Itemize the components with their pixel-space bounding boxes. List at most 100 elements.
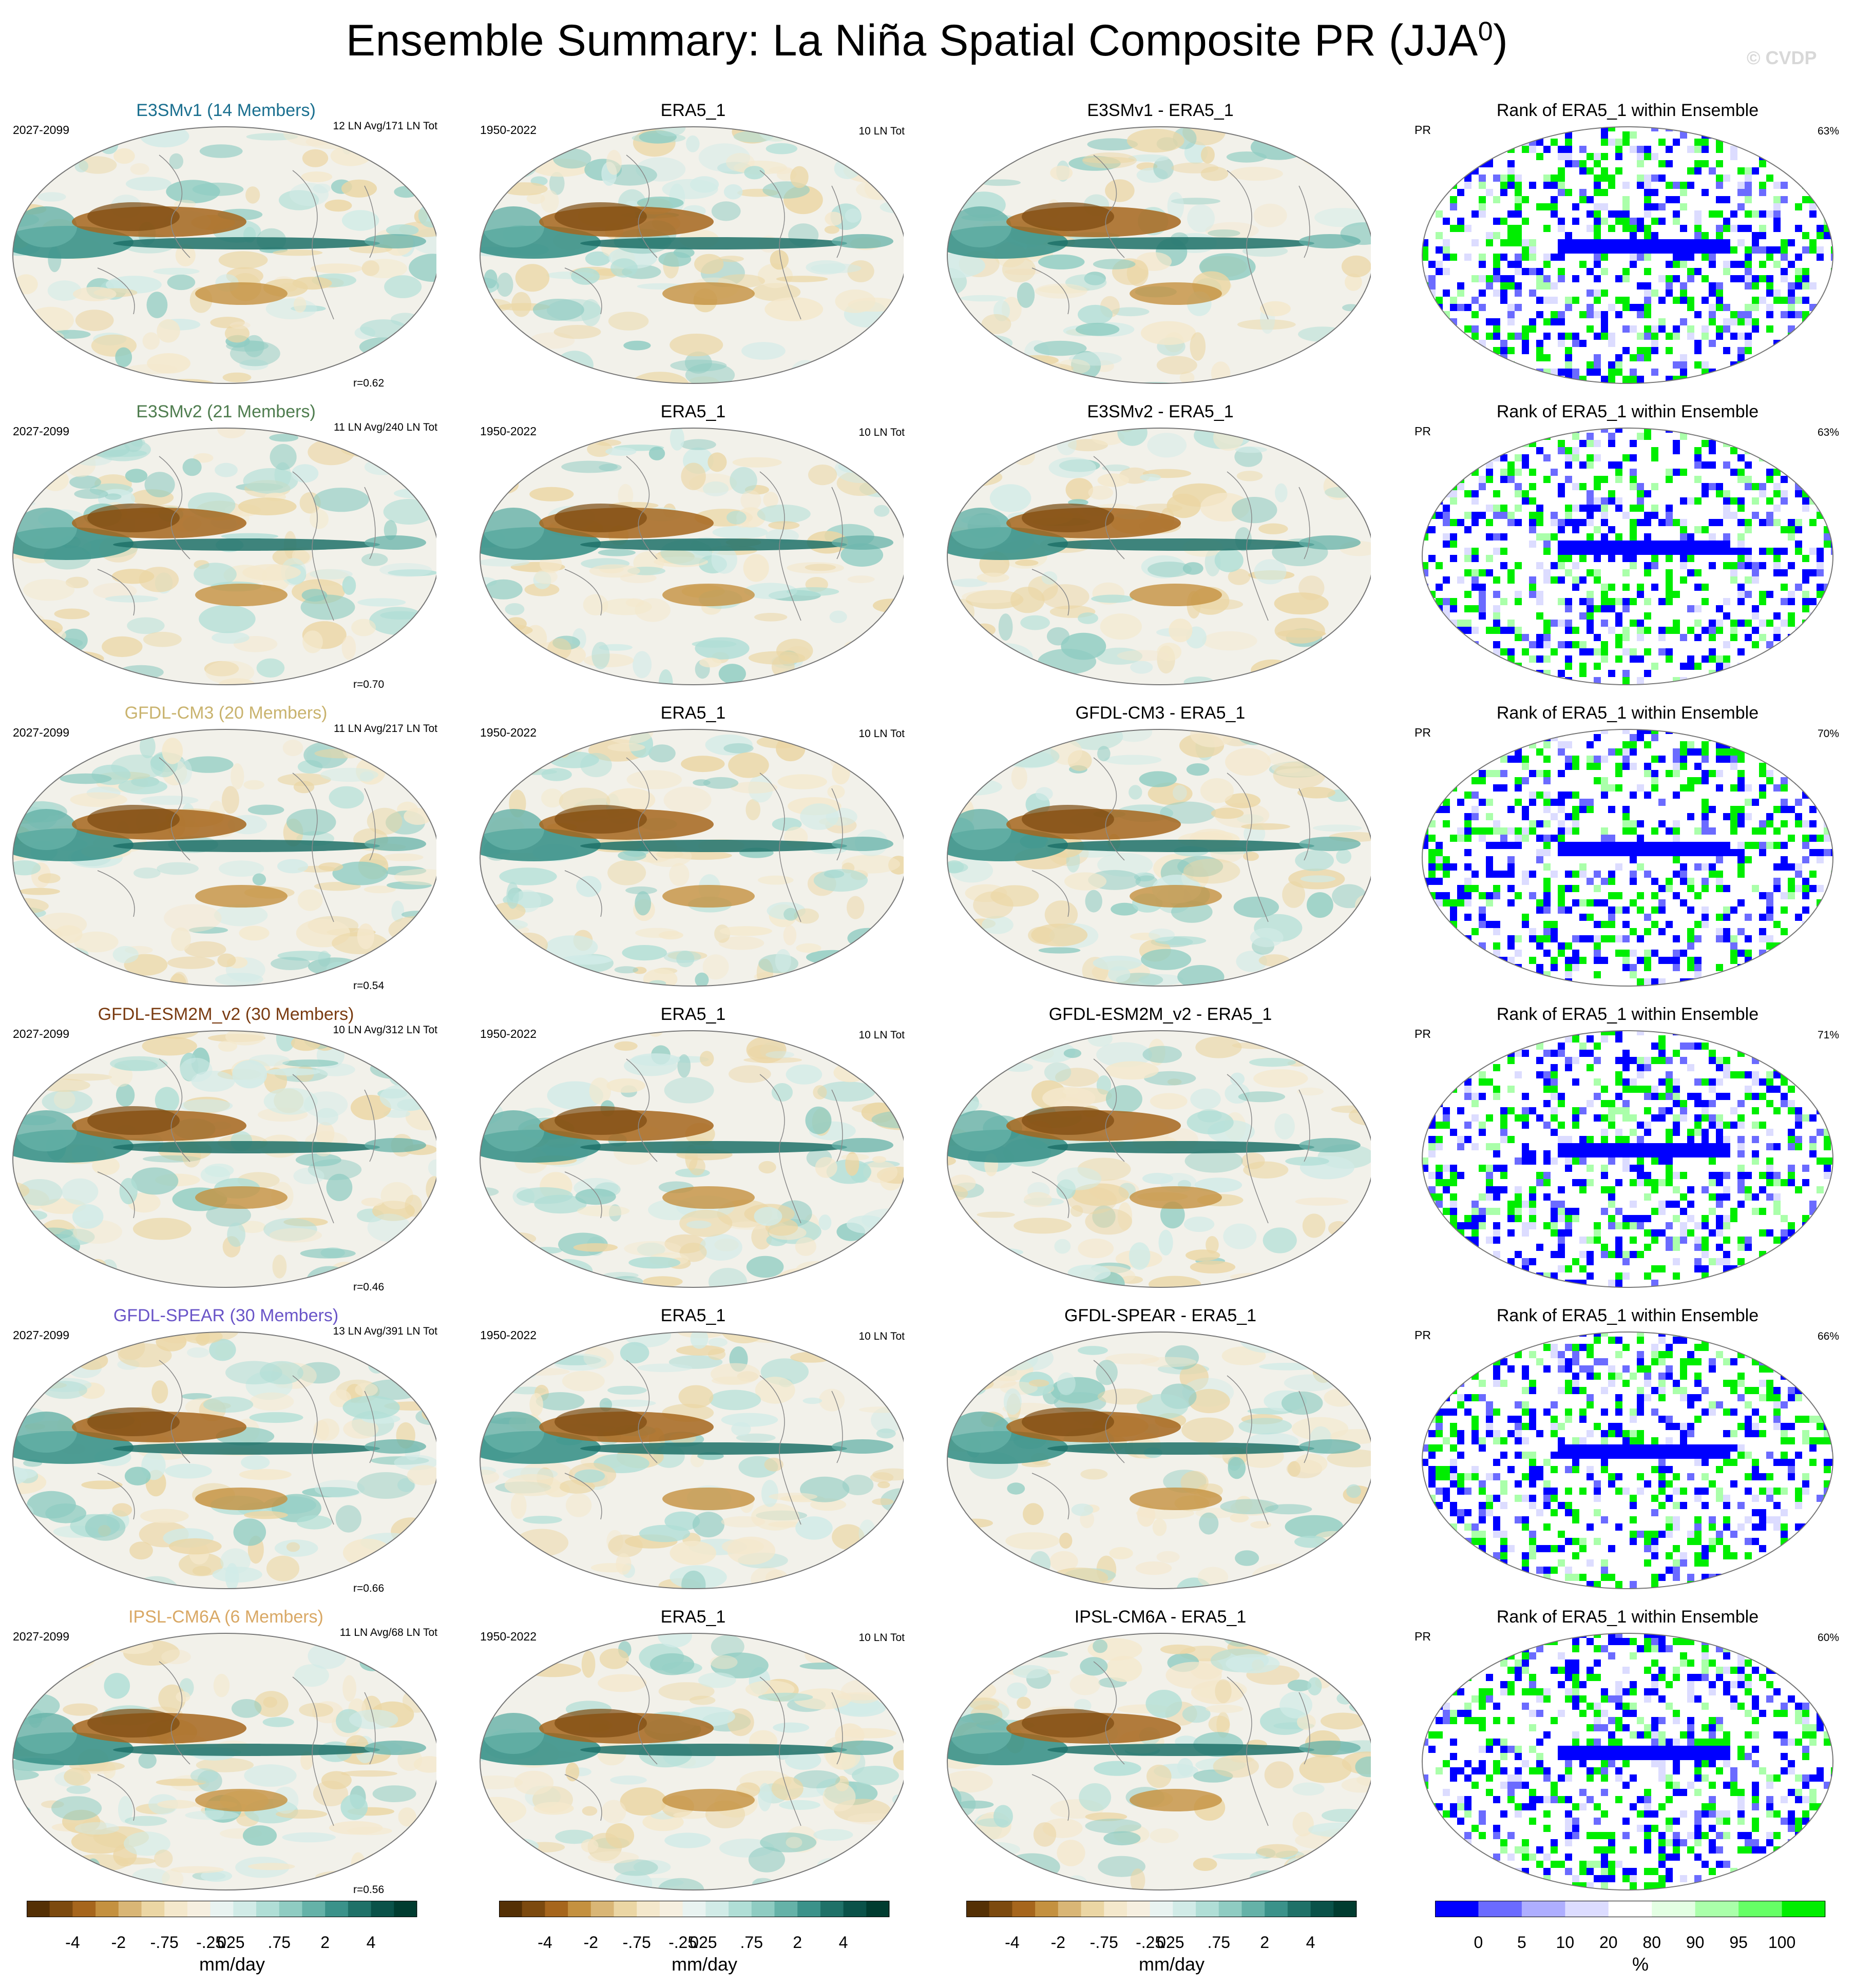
anomaly-blob [162, 738, 183, 764]
rank-cell [1824, 1064, 1831, 1071]
rank-cell [1637, 729, 1644, 734]
anomaly-blob [808, 465, 837, 486]
rank-cell [1443, 318, 1450, 325]
rank-cell [1507, 863, 1515, 871]
anomaly-blob [692, 640, 737, 648]
rank-cell [1694, 268, 1702, 275]
rank-cell [1594, 239, 1601, 246]
rank-cell [1745, 311, 1752, 318]
coastline [759, 170, 801, 320]
rank-cell [1752, 239, 1759, 246]
anomaly-blob [1298, 575, 1325, 601]
rank-cell [1788, 289, 1795, 297]
rank-cell [1766, 748, 1773, 756]
rank-cell [1486, 729, 1493, 734]
anomaly-blob [885, 452, 904, 461]
rank-cell [1730, 1122, 1737, 1129]
rank-cell [1795, 1122, 1802, 1129]
rank-cell [1730, 261, 1737, 268]
anomaly-blob [496, 273, 513, 297]
rank-cell [1493, 548, 1500, 555]
coastline [292, 1074, 334, 1224]
rank-cell [1666, 655, 1673, 663]
rank-cell [1622, 569, 1630, 576]
rank-cell [1716, 1122, 1723, 1129]
rank-cell [1443, 921, 1450, 928]
rank-cell [1608, 340, 1615, 347]
rank-cell [1651, 369, 1658, 376]
rank-cell [1666, 885, 1673, 892]
rank-cell [1759, 914, 1766, 921]
rank-cell [1579, 806, 1587, 813]
rank-cell [1414, 892, 1421, 899]
rank-cell [1658, 899, 1666, 906]
model-years: 2027-2099 [13, 424, 69, 438]
rank-cell [1802, 856, 1809, 863]
anomaly-blob [303, 1091, 348, 1118]
rank-cell [1702, 741, 1709, 748]
anomaly-blob [1158, 1229, 1173, 1256]
anomaly-blob [37, 447, 81, 456]
rank-cell [1601, 333, 1608, 340]
rank-cell [1407, 820, 1414, 827]
anomaly-blob [850, 1254, 885, 1267]
rank-cell [1702, 655, 1709, 663]
rank-cell [1486, 1114, 1493, 1122]
rank-cell [1608, 1031, 1615, 1035]
rank-cell [1464, 835, 1471, 842]
rank-cell [1615, 1031, 1622, 1035]
rank-cell [1773, 806, 1781, 813]
rank-cell [1579, 167, 1587, 175]
rank-cell [1637, 1143, 1644, 1150]
rank-cell [1486, 1143, 1493, 1150]
rank-cell [1601, 189, 1608, 196]
rank-percent: 71% [1817, 1029, 1839, 1041]
rank-cell [1428, 641, 1436, 648]
rank-cell [1752, 562, 1759, 569]
rank-cell [1515, 935, 1522, 942]
rank-cell [1529, 935, 1536, 942]
rank-cell [1666, 239, 1673, 246]
rank-cell [1422, 748, 1428, 756]
rank-cell [1759, 127, 1766, 131]
rank-cell [1680, 289, 1687, 297]
rank-cell [1773, 1086, 1781, 1093]
rank-cell [1723, 376, 1730, 383]
rank-cell [1687, 878, 1694, 885]
anomaly-blob [350, 137, 373, 153]
rank-cell [1709, 1114, 1716, 1122]
rank-cell [1443, 892, 1450, 899]
difference-map [947, 428, 1371, 685]
rank-cell [1608, 921, 1615, 928]
rank-cell [1601, 533, 1608, 541]
anomaly-blob [947, 253, 985, 278]
rank-cell [1486, 1050, 1493, 1057]
rank-cell [1608, 1107, 1615, 1114]
rank-cell [1486, 505, 1493, 512]
rank-cell [1558, 1122, 1565, 1129]
rank-cell [1730, 1071, 1737, 1078]
rank-cell [1658, 1050, 1666, 1057]
anomaly-blob [951, 578, 987, 587]
rank-cell [1522, 461, 1529, 469]
rank-cell [1824, 1071, 1831, 1078]
anomaly-blob [367, 807, 403, 835]
rank-cell [1572, 957, 1579, 964]
rank-cell [1630, 454, 1637, 461]
rank-cell [1737, 899, 1745, 906]
rank-cell [1486, 333, 1493, 340]
anomaly-blob [13, 357, 39, 365]
rank-cell [1457, 734, 1464, 741]
rank-cell [1644, 792, 1651, 799]
anomaly-blob [180, 1057, 213, 1082]
rank-cell [1428, 333, 1436, 340]
rank-cell [1673, 1114, 1680, 1122]
rank-cell [1709, 541, 1716, 548]
rank-cell [1601, 1150, 1608, 1157]
rank-cell [1450, 297, 1457, 304]
rank-cell [1788, 1129, 1795, 1136]
rank-cell [1608, 835, 1615, 842]
anomaly-blob [1091, 594, 1134, 603]
rank-cell [1565, 827, 1572, 835]
rank-cell [1529, 246, 1536, 254]
